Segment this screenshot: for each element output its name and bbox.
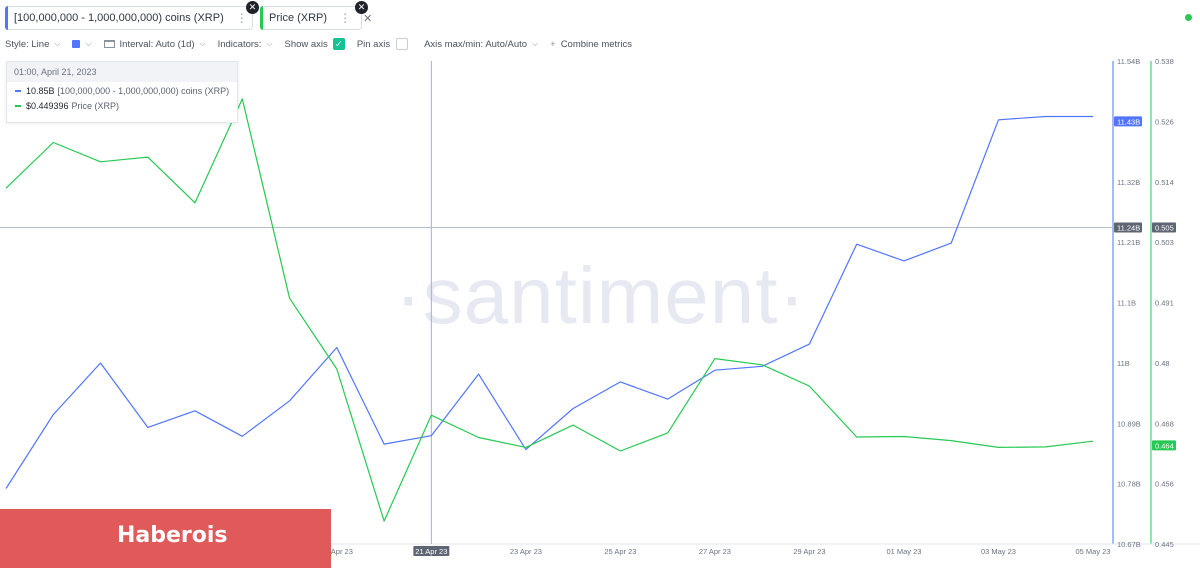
tooltip-date: 01:00, April 21, 2023 (7, 62, 237, 82)
right-axis-tick-label: 0.456 (1155, 480, 1174, 489)
remove-metric-icon[interactable]: ✕ (246, 1, 259, 14)
metric-color-bar (5, 6, 8, 30)
tooltip-row-price: $0.449396 Price (XRP) (7, 99, 237, 112)
left-crosshair-label-box (1114, 222, 1142, 233)
left-axis-tick-label: 11.43B (1117, 117, 1140, 126)
metric-color-bar (260, 6, 263, 30)
x-axis-tick-label: 25 Apr 23 (604, 547, 636, 556)
left-axis-tick-label: 11.1B (1117, 299, 1136, 308)
x-axis-tick-label: 19 Apr 23 (321, 547, 353, 556)
right-axis-tick-label: 0.445 (1155, 540, 1174, 549)
chevron-down-icon: ⌵ (532, 39, 539, 48)
right-crosshair-label-box (1152, 222, 1176, 233)
x-crosshair-label-box (413, 546, 450, 556)
pin-axis-toggle[interactable]: Pin axis (356, 38, 409, 50)
plus-icon: + (550, 38, 556, 50)
tooltip-series-name: [100,000,000 - 1,000,000,000) coins (XRP… (57, 85, 230, 96)
kebab-icon[interactable]: ⋮ (235, 11, 248, 25)
right-crosshair-label: 0.505 (1155, 224, 1174, 233)
close-icon[interactable]: ✕ (363, 12, 373, 25)
left-axis-tick-label: 11.32B (1117, 178, 1140, 187)
x-axis-tick-label: 05 May 23 (1075, 547, 1110, 556)
calendar-icon (103, 40, 115, 48)
show-axis-label: Show axis (284, 38, 328, 50)
live-status-dot (1185, 14, 1192, 21)
metric-tab-label: Price (XRP) (269, 12, 328, 24)
right-axis-tick-label: 0.491 (1155, 299, 1174, 308)
x-axis-tick-label: 01 May 23 (886, 547, 921, 556)
brand-name: Haberois (117, 523, 228, 548)
x-axis-tick-label: 27 Apr 23 (699, 547, 731, 556)
left-crosshair-label: 11.24B (1117, 224, 1140, 233)
style-label: Style: Line (5, 38, 50, 50)
style-dropdown[interactable]: Style: Line ⌵ (5, 39, 60, 50)
tooltip-value: 10.85B (26, 85, 55, 96)
chevron-down-icon: ⌵ (85, 39, 92, 48)
brand-banner: Haberois (0, 509, 331, 568)
x-axis-tick-label: 23 Apr 23 (510, 547, 542, 556)
right-axis-tick-label: 0.538 (1155, 57, 1174, 66)
tooltip-value: $0.449396 (26, 100, 69, 111)
axis-maxmin-dropdown[interactable]: Axis max/min: Auto/Auto ⌵ (424, 39, 538, 50)
left-axis-tick-label: 11.54B (1117, 57, 1140, 66)
metric-tab-holders[interactable]: [100,000,000 - 1,000,000,000) coins (XRP… (5, 6, 269, 30)
metric-tab-label: [100,000,000 - 1,000,000,000) coins (XRP… (14, 12, 224, 24)
tooltip-row-holders: 10.85B [100,000,000 - 1,000,000,000) coi… (7, 84, 237, 97)
checkbox-checked-icon[interactable]: ✓ (332, 38, 345, 50)
interval-label: Interval: Auto (1d) (119, 38, 195, 50)
right-axis-tick-label: 0.526 (1155, 117, 1174, 126)
combine-metrics-button[interactable]: + Combine metrics (550, 39, 632, 50)
show-axis-toggle[interactable]: Show axis ✓ (285, 38, 345, 50)
x-axis-tick-label: 21 Apr 23 (415, 547, 447, 556)
right-axis-highlight-label: 0.464 (1155, 441, 1174, 450)
chevron-down-icon: ⌵ (199, 39, 206, 48)
indicators-dropdown[interactable]: Indicators: ⌵ (218, 39, 273, 50)
indicators-label: Indicators: (217, 38, 262, 50)
interval-dropdown[interactable]: Interval: Auto (1d) ⌵ (103, 38, 206, 50)
left-axis-tick-label: 10.67B (1117, 540, 1141, 549)
combine-metrics-label: Combine metrics (560, 38, 632, 50)
left-axis-tick-label: 11.21B (1117, 238, 1140, 247)
checkbox-unchecked-icon[interactable] (396, 38, 409, 50)
x-axis-tick-label: 03 May 23 (981, 547, 1016, 556)
chart-tooltip: 01:00, April 21, 2023 10.85B [100,000,00… (6, 61, 238, 123)
right-axis-tick-label: 0.48 (1155, 359, 1170, 368)
chevron-down-icon: ⌵ (54, 39, 61, 48)
metric-tab-price[interactable]: Price (XRP) ⋮ ✕ (260, 6, 372, 30)
left-axis-highlight-box (1114, 116, 1142, 127)
pin-axis-label: Pin axis (356, 38, 391, 50)
right-axis-tick-label: 0.514 (1155, 178, 1174, 187)
color-swatch (72, 40, 81, 48)
right-axis-highlight-box (1152, 440, 1176, 451)
remove-metric-icon[interactable]: ✕ (355, 1, 368, 14)
chart-toolbar: Style: Line ⌵ ⌵ Interval: Auto (1d) ⌵ Indi… (5, 36, 644, 52)
tooltip-series-name: Price (XRP) (71, 100, 120, 111)
right-axis-tick-label: 0.468 (1155, 419, 1174, 428)
axis-maxmin-label: Axis max/min: Auto/Auto (424, 38, 528, 50)
right-axis-tick-label: 0.503 (1155, 238, 1174, 247)
kebab-icon[interactable]: ⋮ (339, 11, 352, 25)
left-axis-tick-label: 10.78B (1117, 480, 1141, 489)
series-swatch (15, 104, 21, 107)
series-line-1 (5, 98, 1094, 522)
left-axis-tick-label: 10.89B (1117, 419, 1141, 428)
chevron-down-icon: ⌵ (266, 39, 273, 48)
left-axis-tick-label: 11B (1117, 359, 1130, 368)
series-swatch (15, 89, 21, 92)
x-axis-tick-label: 29 Apr 23 (793, 547, 825, 556)
color-picker[interactable]: ⌵ (72, 39, 92, 49)
series-line-0 (5, 115, 1093, 489)
